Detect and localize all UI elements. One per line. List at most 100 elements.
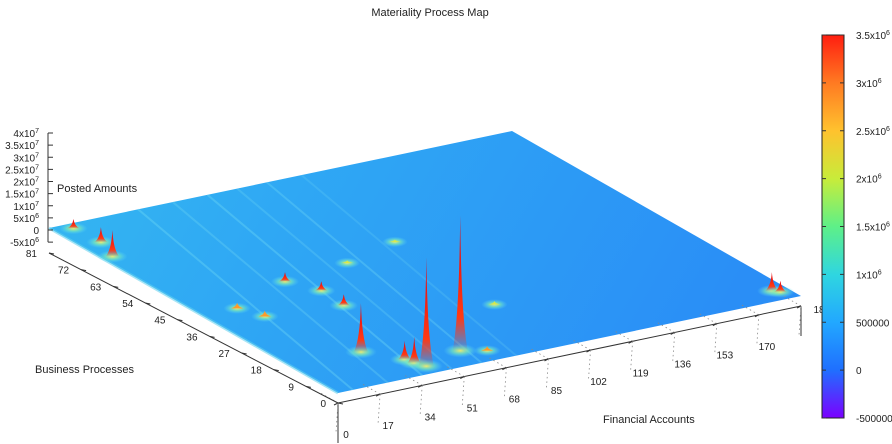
y-tick-label: 36 — [186, 332, 198, 343]
x-grid-line — [615, 331, 633, 342]
surface-ridge — [137, 208, 354, 391]
x-tick-label: 136 — [674, 359, 691, 370]
x-guide — [503, 367, 507, 397]
data-peak — [94, 227, 108, 243]
x-tick-label: 0 — [343, 430, 349, 441]
x-tick — [502, 367, 507, 371]
x-guide — [419, 385, 423, 415]
x-grid-line — [488, 357, 507, 369]
data-peak — [341, 260, 354, 263]
x-guide — [461, 376, 465, 406]
z-axis-title: Posted Amounts — [57, 183, 138, 195]
x-grid-line — [741, 304, 760, 316]
colorbar-tick-label: 0 — [856, 366, 862, 377]
x-tick — [375, 393, 381, 397]
colorbar-tick-label: -500000 — [856, 414, 892, 425]
data-peak — [773, 280, 787, 292]
surface-plane — [49, 131, 801, 393]
surface-edge — [48, 226, 339, 395]
z-tick-label: -5x106 — [10, 237, 39, 249]
y-tick-label: 0 — [320, 399, 326, 410]
x-tick-label: 119 — [633, 368, 649, 379]
z-tick-label: 3.5x107 — [5, 140, 39, 152]
x-guide — [335, 402, 339, 433]
x-axis-line — [337, 305, 802, 404]
x-guide — [714, 323, 718, 353]
x-grid-line — [573, 339, 591, 351]
z-tick-label: 1x107 — [13, 201, 39, 213]
surface-ridge — [236, 187, 453, 370]
surface-ridge — [206, 194, 423, 377]
surface-ridge — [300, 174, 517, 357]
y-axis-title: Business Processes — [35, 364, 135, 376]
y-tick — [48, 252, 55, 255]
x-tick-label: 85 — [551, 386, 563, 397]
data-peak — [67, 219, 80, 229]
y-tick — [81, 269, 87, 272]
x-grid-line — [362, 383, 381, 395]
z-tick-label: 1.5x107 — [5, 189, 39, 201]
colorbar-tick-label: 500000 — [856, 318, 890, 329]
y-tick — [209, 335, 215, 338]
data-peak — [418, 257, 434, 367]
y-tick-label: 45 — [154, 316, 166, 327]
colorbar-tick-label: 3x106 — [856, 78, 882, 90]
x-guide — [798, 305, 802, 336]
x-guide — [756, 314, 760, 344]
colorbar-tick-label: 1.5x106 — [856, 222, 890, 234]
y-tick-label: 72 — [58, 266, 70, 277]
x-tick-label: 153 — [716, 351, 733, 362]
data-peak — [452, 215, 468, 351]
colorbar-tick-label: 2x106 — [856, 174, 882, 186]
y-tick — [145, 302, 151, 305]
x-tick — [796, 305, 802, 309]
data-peak — [337, 294, 351, 306]
x-guide — [630, 341, 634, 371]
x-guide — [588, 350, 591, 380]
x-tick — [670, 332, 675, 335]
colorbar-tick-label: 1x106 — [856, 269, 882, 281]
x-tick-label: 102 — [590, 377, 607, 388]
x-tick — [417, 384, 423, 388]
surface-ridge — [266, 181, 483, 364]
chart-title: Materiality Process Map — [371, 7, 488, 19]
colorbar-tick-label: 3.5x106 — [856, 30, 890, 42]
z-tick-label: 5x106 — [13, 213, 39, 225]
peak-glow — [443, 343, 477, 358]
x-tick-label: 34 — [425, 412, 437, 423]
colorbar-tick-label: 2.5x106 — [856, 126, 890, 138]
x-guide — [546, 358, 549, 388]
y-tick-label: 9 — [288, 382, 294, 393]
x-tick-label: 18 — [813, 305, 825, 316]
z-tick-label: 0 — [33, 226, 39, 237]
data-peak — [314, 281, 328, 291]
x-tick-label: 68 — [509, 395, 521, 406]
peak-glow — [251, 310, 279, 322]
x-tick — [460, 376, 465, 379]
x-tick-label: 51 — [467, 404, 479, 415]
y-tick-label: 18 — [251, 366, 263, 377]
data-peak — [353, 303, 369, 352]
data-peak — [389, 239, 401, 242]
z-tick-label: 4x107 — [13, 128, 39, 140]
data-peak — [488, 301, 501, 305]
data-peak — [230, 302, 244, 309]
x-tick — [333, 402, 339, 406]
y-tick — [113, 285, 119, 288]
data-peak — [105, 230, 120, 257]
y-axis-line — [48, 252, 339, 404]
data-peak — [765, 272, 779, 291]
data-peak — [258, 310, 272, 317]
x-guide — [672, 332, 676, 362]
y-tick-label: 54 — [122, 299, 134, 310]
peak-glow — [473, 345, 501, 357]
x-tick — [544, 358, 549, 362]
y-tick — [177, 319, 183, 322]
y-tick — [305, 385, 311, 388]
x-tick-label: 17 — [383, 421, 395, 432]
x-tick — [754, 314, 760, 318]
x-grid-line — [783, 295, 802, 307]
x-grid-line — [530, 348, 549, 360]
data-peak — [407, 336, 422, 364]
